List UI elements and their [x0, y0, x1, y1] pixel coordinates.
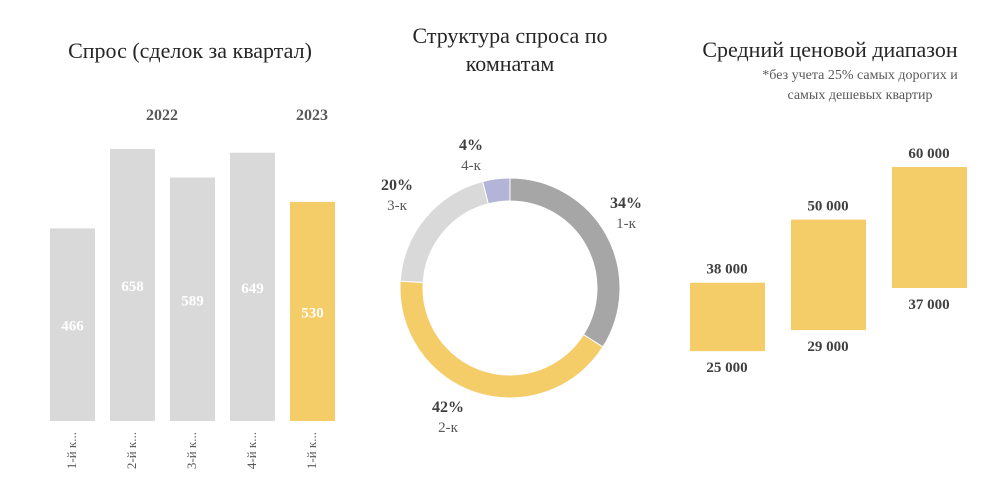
demand-bar — [170, 177, 215, 421]
demand-bar-label: 658 — [121, 279, 144, 295]
donut-category-label: 1-к — [616, 216, 636, 232]
demand-bar — [230, 152, 275, 421]
donut-category-label: 3-к — [387, 198, 407, 214]
price-range-bar — [892, 167, 967, 288]
group-label-2022: 2022 — [146, 107, 178, 124]
price-high-label: 38 000 — [706, 262, 747, 278]
demand-category-label: 3-й к... — [184, 432, 199, 469]
price-range-bar — [690, 282, 765, 352]
demand-chart-title: Спрос (сделок за квартал) — [68, 38, 312, 63]
donut-percent-label: 42% — [432, 399, 464, 416]
price-range-bar — [791, 219, 866, 331]
demand-bar — [110, 149, 155, 421]
price-low-label: 37 000 — [908, 297, 949, 313]
donut-percent-label: 34% — [610, 195, 642, 212]
donut-percent-label: 20% — [381, 177, 413, 194]
demand-bar-label: 530 — [301, 305, 324, 321]
price-low-label: 25 000 — [706, 360, 747, 376]
demand-bar-label: 466 — [61, 319, 84, 335]
demand-category-label: 1-й к... — [304, 432, 319, 469]
donut-slice-2-к — [399, 280, 604, 399]
price-high-label: 60 000 — [908, 146, 949, 162]
donut-slice-1-к — [509, 177, 621, 348]
group-label-2023: 2023 — [296, 107, 328, 124]
structure-chart-title: Структура спроса по комнатам — [412, 23, 608, 76]
price-chart-subtitle: *без учета 25% самых дорогих и самых деш… — [762, 68, 958, 103]
price-low-label: 29 000 — [807, 339, 848, 355]
demand-bar — [50, 228, 95, 421]
donut-slice-3-к — [399, 180, 489, 284]
price-chart-title: Средний ценовой диапазон — [702, 37, 958, 62]
donut-category-label: 4-к — [461, 158, 481, 174]
demand-bar-label: 649 — [241, 281, 264, 297]
demand-category-label: 2-й к... — [124, 432, 139, 469]
demand-bar — [290, 201, 335, 421]
demand-category-label: 4-й к... — [244, 432, 259, 469]
demand-category-label: 1-й к... — [64, 432, 79, 469]
donut-slice-4-к — [482, 177, 511, 205]
demand-bar-label: 589 — [181, 293, 204, 309]
donut-category-label: 2-к — [438, 420, 458, 436]
price-high-label: 50 000 — [807, 199, 848, 215]
donut-percent-label: 4% — [459, 137, 483, 154]
